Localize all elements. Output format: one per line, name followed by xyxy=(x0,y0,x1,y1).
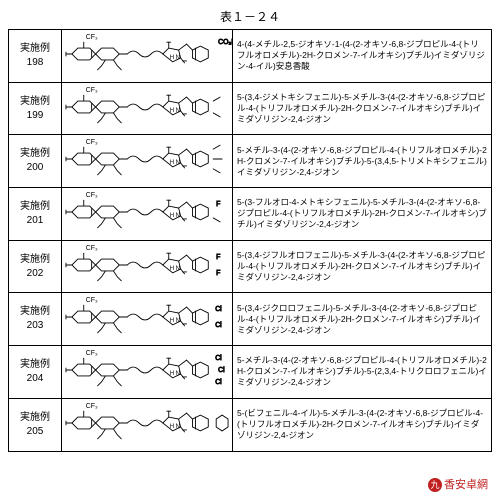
svg-text:H N: H N xyxy=(170,160,180,166)
structure-cell: CF₃ H N xyxy=(62,398,233,451)
id-label: 実施例 xyxy=(20,43,50,54)
structure-cell: CF₃ H N Cl Cl Cl xyxy=(62,346,233,399)
structure-svg: CF₃ H N xyxy=(62,83,232,131)
id-label: 実施例 xyxy=(20,96,50,107)
structure-svg: CF₃ H N F xyxy=(62,188,232,236)
svg-text:CF₃: CF₃ xyxy=(86,403,98,410)
watermark: 九香安卓網 xyxy=(428,476,488,492)
svg-text:CF₃: CF₃ xyxy=(86,298,98,305)
svg-text:CF₃: CF₃ xyxy=(86,140,98,147)
structure-cell: CF₃ H N F F xyxy=(62,240,233,293)
table-row: 実施例 205 CF₃ H N 5-(ビフェニル-4-イル)-5-メチル-3-(… xyxy=(9,398,492,451)
example-id: 実施例 202 xyxy=(9,240,62,293)
compound-name: 5-メチル-3-(4-(2-オキソ-6,8-ジプロピル-4-(トリフルオロメチル… xyxy=(233,135,492,188)
id-number: 201 xyxy=(27,215,44,226)
compound-table: 実施例 198 CF₃ H N CO₂H 4-(4-メチル-2,5-ジオキソ-1… xyxy=(8,29,492,452)
structure-svg: CF₃ H N CO₂H xyxy=(62,30,232,78)
table-row: 実施例 203 CF₃ H N Cl Cl 5-(3,4-ジクロロフェニル)-5-… xyxy=(9,293,492,346)
svg-text:CF₃: CF₃ xyxy=(86,192,98,199)
table-row: 実施例 200 CF₃ H N 5-メチル-3-(4-(2-オキソ-6,8-ジプ… xyxy=(9,135,492,188)
svg-text:H N: H N xyxy=(170,424,180,430)
svg-text:Cl: Cl xyxy=(215,307,222,314)
table-row: 実施例 198 CF₃ H N CO₂H 4-(4-メチル-2,5-ジオキソ-1… xyxy=(9,30,492,83)
id-number: 205 xyxy=(27,426,44,437)
structure-svg: CF₃ H N Cl Cl xyxy=(62,293,232,341)
table-title: 表１－２４ xyxy=(8,8,492,25)
example-id: 実施例 199 xyxy=(9,82,62,135)
svg-text:CF₃: CF₃ xyxy=(86,34,98,41)
id-number: 199 xyxy=(27,110,44,121)
id-number: 204 xyxy=(27,373,44,384)
svg-text:Cl: Cl xyxy=(215,379,222,386)
svg-text:CO₂H: CO₂H xyxy=(218,39,232,46)
svg-text:Cl: Cl xyxy=(215,355,222,362)
id-number: 203 xyxy=(27,320,44,331)
watermark-text: 香安卓網 xyxy=(444,479,488,491)
table-row: 実施例 202 CF₃ H N F F 5-(3,4-ジフルオロフェニル)-5-メ… xyxy=(9,240,492,293)
example-id: 実施例 201 xyxy=(9,188,62,241)
structure-svg: CF₃ H N xyxy=(62,135,232,183)
example-id: 実施例 205 xyxy=(9,398,62,451)
svg-text:H N: H N xyxy=(170,55,180,61)
svg-text:CF₃: CF₃ xyxy=(86,245,98,252)
svg-text:F: F xyxy=(216,254,220,261)
compound-name: 5-(3-フルオロ-4-メトキシフェニル)-5-メチル-3-(4-(2-オキソ-… xyxy=(233,188,492,241)
compound-name: 5-(ビフェニル-4-イル)-5-メチル-3-(4-(2-オキソ-6,8-ジプロ… xyxy=(233,398,492,451)
example-id: 実施例 203 xyxy=(9,293,62,346)
structure-svg: CF₃ H N xyxy=(62,399,232,447)
svg-text:Cl: Cl xyxy=(215,322,222,329)
id-number: 198 xyxy=(27,57,44,68)
compound-name: 5-メチル-3-(4-(2-オキソ-6,8-ジプロピル-4-(トリフルオロメチル… xyxy=(233,346,492,399)
id-number: 200 xyxy=(27,162,44,173)
structure-cell: CF₃ H N F xyxy=(62,188,233,241)
id-label: 実施例 xyxy=(20,254,50,265)
id-label: 実施例 xyxy=(20,306,50,317)
svg-text:H N: H N xyxy=(170,266,180,272)
compound-name: 5-(3,4-ジクロロフェニル)-5-メチル-3-(4-(2-オキソ-6,8-ジ… xyxy=(233,293,492,346)
compound-name: 5-(3,4-ジフルオロフェニル)-5-メチル-3-(4-(2-オキソ-6,8-… xyxy=(233,240,492,293)
id-label: 実施例 xyxy=(20,412,50,423)
structure-cell: CF₃ H N Cl Cl xyxy=(62,293,233,346)
structure-cell: CF₃ H N xyxy=(62,82,233,135)
svg-text:Cl: Cl xyxy=(218,367,225,374)
watermark-badge: 九 xyxy=(428,478,442,492)
svg-text:CF₃: CF₃ xyxy=(86,350,98,357)
id-label: 実施例 xyxy=(20,148,50,159)
table-row: 実施例 204 CF₃ H N Cl Cl Cl 5-メチル-3-(4-(2-オキソ… xyxy=(9,346,492,399)
svg-text:H N: H N xyxy=(170,108,180,114)
id-label: 実施例 xyxy=(20,201,50,212)
id-label: 実施例 xyxy=(20,359,50,370)
svg-text:H N: H N xyxy=(170,318,180,324)
structure-svg: CF₃ H N F F xyxy=(62,241,232,289)
id-number: 202 xyxy=(27,268,44,279)
example-id: 実施例 200 xyxy=(9,135,62,188)
table-row: 実施例 199 CF₃ H N 5-(3,4-ジメトキシフェニル)-5-メチル-… xyxy=(9,82,492,135)
compound-name: 4-(4-メチル-2,5-ジオキソ-1-(4-(2-オキソ-6,8-ジプロピル-… xyxy=(233,30,492,83)
example-id: 実施例 204 xyxy=(9,346,62,399)
compound-name: 5-(3,4-ジメトキシフェニル)-5-メチル-3-(4-(2-オキソ-6,8-… xyxy=(233,82,492,135)
example-id: 実施例 198 xyxy=(9,30,62,83)
svg-text:F: F xyxy=(216,270,220,277)
svg-text:H N: H N xyxy=(170,213,180,219)
svg-text:CF₃: CF₃ xyxy=(86,87,98,94)
svg-text:H N: H N xyxy=(170,371,180,377)
structure-svg: CF₃ H N Cl Cl Cl xyxy=(62,346,232,394)
structure-cell: CF₃ H N CO₂H xyxy=(62,30,233,83)
svg-text:F: F xyxy=(216,201,220,208)
table-row: 実施例 201 CF₃ H N F 5-(3-フルオロ-4-メトキシフェニル)-… xyxy=(9,188,492,241)
structure-cell: CF₃ H N xyxy=(62,135,233,188)
